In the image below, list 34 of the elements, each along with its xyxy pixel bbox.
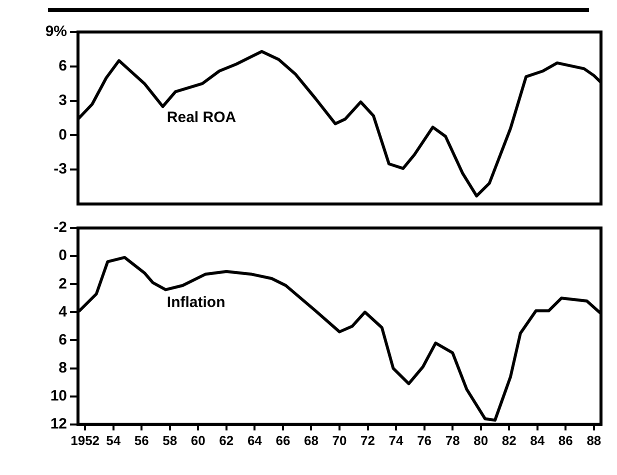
y-tick-label: 2 bbox=[58, 275, 67, 292]
y-tick-label: 0 bbox=[58, 247, 67, 264]
y-tick-label: 6 bbox=[58, 331, 67, 348]
y-tick-label: -3 bbox=[54, 160, 67, 178]
x-tick-label: 82 bbox=[502, 432, 516, 448]
x-tick-label: 74 bbox=[388, 432, 404, 448]
x-tick-label: 60 bbox=[190, 432, 206, 448]
y-tick-label: 0 bbox=[58, 126, 67, 144]
x-tick-label: 58 bbox=[162, 432, 178, 448]
series-label: Real ROA bbox=[166, 109, 236, 126]
x-tick-label: 66 bbox=[276, 432, 290, 448]
x-tick-label: 64 bbox=[247, 432, 263, 448]
x-tick-label: 70 bbox=[332, 432, 347, 448]
x-tick-label: 84 bbox=[530, 432, 546, 448]
x-tick-label: 80 bbox=[474, 432, 488, 448]
y-tick-label: 10 bbox=[50, 387, 67, 404]
y-tick-label: 12 bbox=[50, 416, 67, 433]
x-tick-label: 88 bbox=[586, 432, 602, 448]
x-tick-label: 62 bbox=[219, 432, 234, 448]
y-tick-label: 3 bbox=[58, 92, 67, 109]
x-tick-label: 54 bbox=[106, 432, 122, 448]
x-tick-label: 78 bbox=[445, 432, 460, 448]
x-tick-label: 56 bbox=[134, 432, 149, 448]
y-tick-label: -2 bbox=[54, 219, 67, 236]
series-label: Inflation bbox=[166, 294, 226, 311]
x-tick-label: 72 bbox=[360, 432, 376, 448]
y-tick-label: 9% bbox=[45, 23, 67, 40]
x-tick-label: 1952 bbox=[70, 432, 100, 448]
x-tick-label: 86 bbox=[558, 432, 573, 448]
x-tick-label: 76 bbox=[417, 432, 432, 448]
y-tick-label: 4 bbox=[58, 303, 68, 320]
x-tick-label: 68 bbox=[304, 432, 318, 448]
y-tick-label: 8 bbox=[58, 359, 67, 376]
y-tick-label: 6 bbox=[58, 58, 67, 75]
